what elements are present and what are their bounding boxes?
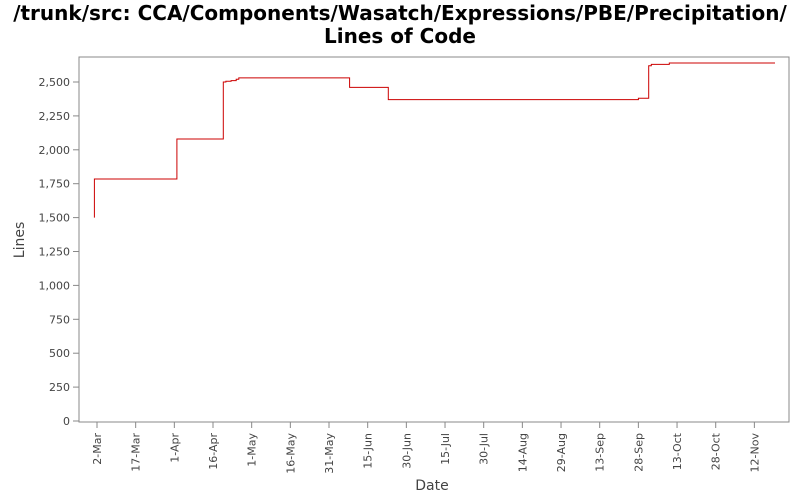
x-tick-label: 28-Oct [710,432,723,470]
x-tick-label: 12-Nov [748,433,761,473]
chart-title-line-2: Lines of Code [324,24,476,48]
x-tick-label: 28-Sep [632,433,645,472]
y-tick-label: 1,000 [39,279,71,292]
y-tick-label: 250 [49,381,70,394]
y-axis-label: Lines [12,222,28,258]
y-tick-label: 2,000 [39,144,71,157]
y-tick-label: 1,250 [39,246,71,259]
series-line [93,62,775,218]
y-tick-label: 1,500 [39,212,71,225]
x-tick-label: 31-May [323,433,336,474]
x-axis-label: Date [415,478,448,494]
x-tick-label: 1-Apr [168,433,181,463]
x-tick-label: 15-Jul [439,433,452,465]
x-tick-label: 30-Jun [400,433,413,469]
x-tick-label: 13-Oct [671,432,684,470]
x-tick-label: 16-May [284,433,297,474]
y-tick-label: 0 [63,415,70,428]
x-tick-label: 17-Mar [130,433,143,472]
x-tick-label: 2-Mar [91,433,104,465]
x-tick-label: 13-Sep [594,433,607,472]
x-tick-label: 16-Apr [207,433,220,470]
x-tick-label: 30-Jul [478,433,491,465]
x-tick-label: 29-Aug [555,433,568,472]
y-tick-label: 2,500 [39,76,71,89]
x-tick-label: 15-Jun [362,433,375,469]
y-tick-label: 750 [49,313,70,326]
y-tick-label: 2,250 [39,110,71,123]
chart-title-line-1: /trunk/src: CCA/Components/Wasatch/Expre… [13,1,787,25]
x-axis: 2-Mar 17-Mar 1-Apr 16-Apr 1-May 16-May 31-May 1… [91,422,761,474]
x-tick-label: 1-May [246,433,259,467]
y-tick-label: 500 [49,347,70,360]
x-tick-label: 14-Aug [516,433,529,472]
y-axis: 0 250 500 750 1,000 1,250 1,500 1,750 2,000 2,250… [39,76,79,428]
y-tick-label: 1,750 [39,178,71,191]
plot-area [78,56,790,423]
